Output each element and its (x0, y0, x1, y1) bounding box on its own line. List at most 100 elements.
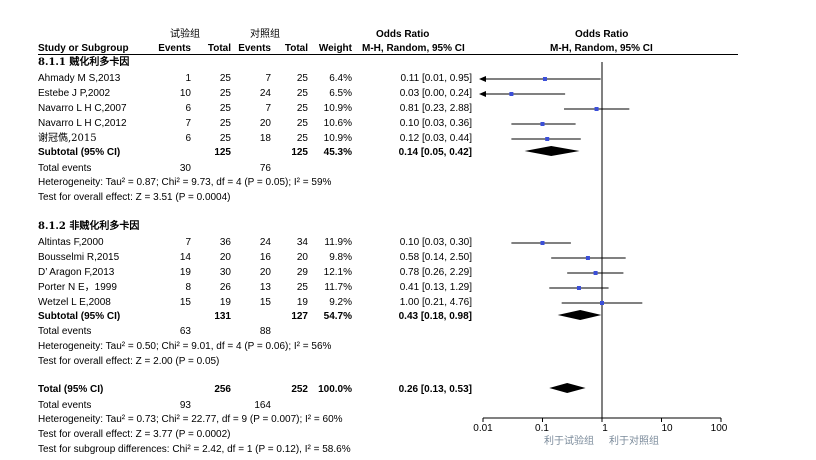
subgroup-2-title: 8.1.2 非贼化利多卡因 (38, 221, 140, 232)
study-events-exp: 15 (179, 297, 191, 308)
total-exp: 256 (214, 384, 231, 395)
axis-tick-label: 0.01 (473, 423, 493, 434)
subgroup-1-events-ctrl: 76 (259, 163, 271, 174)
study-ci: 0.10 [0.03, 0.36] (399, 118, 472, 129)
subgroup-2-overall-effect: Test for overall effect: Z = 2.00 (P = 0… (38, 356, 220, 367)
total-events-exp: 93 (179, 400, 191, 411)
study-point-estimate (540, 241, 545, 245)
study-total-ctrl: 25 (296, 282, 308, 293)
study-total-ctrl: 25 (296, 103, 308, 114)
header-group-control: 对照组 (250, 29, 280, 40)
total-ci: 0.26 [0.13, 0.53] (398, 384, 472, 395)
total-weight: 100.0% (318, 384, 352, 395)
study-events-exp: 7 (185, 237, 191, 248)
study-ci: 0.81 [0.23, 2.88] (399, 103, 472, 114)
axis-tick-label: 10 (661, 423, 673, 434)
study-weight: 11.7% (324, 282, 352, 293)
study-events-ctrl: 7 (265, 73, 271, 84)
subgroup-1-title: 8.1.1 贼化利多卡因 (38, 57, 130, 68)
study-total-ctrl: 25 (296, 88, 308, 99)
study-total-ctrl: 25 (296, 73, 308, 84)
study-total-ctrl: 20 (296, 252, 308, 263)
study-weight: 10.6% (323, 118, 352, 129)
study-events-exp: 14 (179, 252, 191, 263)
study-point-estimate (594, 107, 599, 111)
study-ci: 0.58 [0.14, 2.50] (399, 252, 472, 263)
subtotal-1-label: Subtotal (95% CI) (38, 147, 121, 158)
study-events-exp: 6 (185, 103, 191, 114)
study-weight: 12.1% (323, 267, 352, 278)
subtotal-1-total-ctrl: 125 (291, 147, 308, 158)
study-total-exp: 25 (219, 88, 231, 99)
study-total-ctrl: 34 (296, 237, 308, 248)
study-events-ctrl: 15 (259, 297, 271, 308)
study-events-exp: 7 (185, 118, 191, 129)
study-weight: 9.8% (329, 252, 352, 263)
study-total-exp: 25 (219, 118, 231, 129)
study-events-ctrl: 7 (265, 103, 271, 114)
study-total-exp: 25 (219, 103, 231, 114)
study-ci: 0.78 [0.26, 2.29] (399, 267, 472, 278)
subgroup-2-heterogeneity: Heterogeneity: Tau² = 0.50; Chi² = 9.01,… (38, 341, 332, 352)
header-method-left: M-H, Random, 95% CI (362, 43, 465, 54)
study-name: Navarro L H C,2007 (38, 103, 127, 114)
header-weight: Weight (318, 43, 352, 54)
subtotal-1-ci: 0.14 [0.05, 0.42] (398, 147, 472, 158)
study-name: 谢冠儁,2015 (38, 133, 97, 144)
subgroup-1-total-events-label: Total events (38, 163, 92, 174)
study-events-exp: 8 (185, 282, 191, 293)
study-ci: 0.12 [0.03, 0.44] (399, 133, 472, 144)
study-weight: 11.9% (324, 237, 352, 248)
study-ci: 1.00 [0.21, 4.76] (399, 297, 472, 308)
header-events-exp: Events (158, 43, 191, 54)
subtotal-1-weight: 45.3% (323, 147, 352, 158)
study-weight: 6.5% (329, 88, 352, 99)
subgroup-2-total-events-label: Total events (38, 326, 92, 337)
study-events-ctrl: 16 (259, 252, 271, 263)
subtotal-2-label: Subtotal (95% CI) (38, 311, 121, 322)
study-events-ctrl: 24 (259, 88, 271, 99)
header-odds-ratio-right: Odds Ratio (575, 29, 629, 40)
study-total-ctrl: 19 (296, 297, 308, 308)
study-ci: 0.03 [0.00, 0.24] (399, 88, 472, 99)
study-weight: 6.4% (329, 73, 352, 84)
header-method-right: M-H, Random, 95% CI (550, 43, 653, 54)
header-group-experimental: 试验组 (170, 29, 200, 40)
study-total-ctrl: 25 (296, 133, 308, 144)
study-point-estimate (545, 137, 550, 141)
study-events-exp: 1 (185, 73, 191, 84)
study-events-ctrl: 20 (259, 118, 271, 129)
study-point-estimate (576, 286, 581, 290)
axis-tick-label: 1 (602, 423, 608, 434)
study-name: Wetzel L E,2008 (38, 297, 111, 308)
ci-arrow-truncated (479, 76, 486, 82)
study-ci: 0.10 [0.03, 0.30] (399, 237, 472, 248)
subgroup-1-events-exp: 30 (179, 163, 191, 174)
total-heterogeneity: Heterogeneity: Tau² = 0.73; Chi² = 22.77… (38, 414, 343, 425)
study-point-estimate (540, 122, 545, 126)
study-total-exp: 26 (219, 282, 231, 293)
axis-tick-label: 0.1 (535, 423, 549, 434)
study-events-ctrl: 24 (259, 237, 271, 248)
subgroup-1-heterogeneity: Heterogeneity: Tau² = 0.87; Chi² = 9.73,… (38, 177, 332, 188)
subgroup-differences-test: Test for subgroup differences: Chi² = 2.… (38, 444, 351, 455)
favours-control-label: 利于对照组 (609, 436, 659, 447)
study-name: Estebe J P,2002 (38, 88, 111, 99)
pooled-diamond (557, 310, 602, 320)
study-events-exp: 19 (179, 267, 191, 278)
ci-arrow-truncated (479, 91, 486, 97)
study-total-exp: 25 (219, 73, 231, 84)
study-weight: 10.9% (323, 103, 352, 114)
study-point-estimate (542, 77, 547, 81)
subtotal-2-total-ctrl: 127 (291, 311, 308, 322)
total-events-label: Total events (38, 400, 92, 411)
study-weight: 9.2% (329, 297, 352, 308)
favours-experimental-label: 利于试验组 (544, 436, 594, 447)
pooled-diamond (524, 146, 580, 156)
study-name: Bousselmi R,2015 (38, 252, 120, 263)
axis-tick-label: 100 (710, 423, 728, 434)
study-events-exp: 6 (185, 133, 191, 144)
subtotal-2-weight: 54.7% (323, 311, 352, 322)
study-name: Altintas F,2000 (38, 237, 104, 248)
